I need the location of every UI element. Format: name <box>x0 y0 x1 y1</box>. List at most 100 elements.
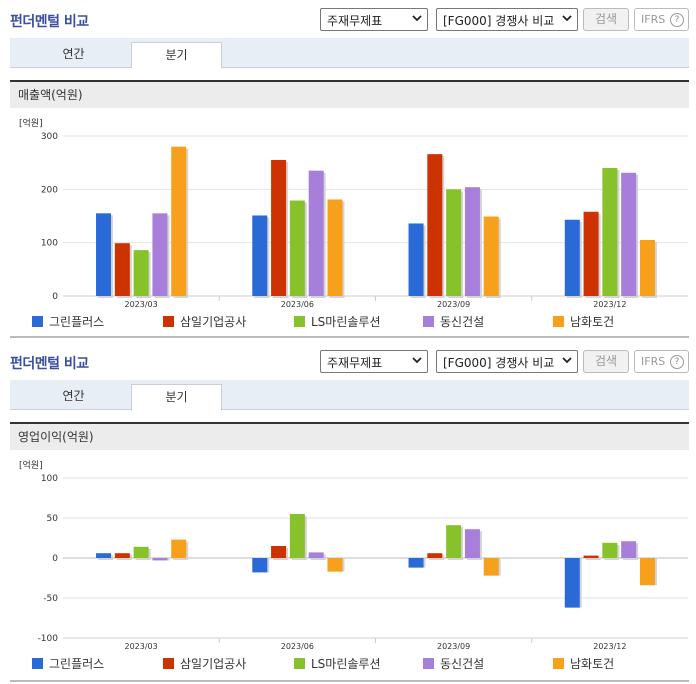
bar[interactable] <box>639 558 655 586</box>
legend-swatch <box>32 316 43 327</box>
legend-swatch <box>294 316 305 327</box>
legend-item[interactable]: 남화토건 <box>553 655 614 672</box>
tab-quarter[interactable]: 분기 <box>131 42 222 69</box>
chevron-down-icon <box>412 357 422 364</box>
legend-item[interactable]: LS마린솔루션 <box>294 313 381 330</box>
sales-legend: 그린플러스 삼일기업공사 LS마린솔루션 동신건설 남화토건 <box>10 309 689 333</box>
fundamental-panel-sales: 펀더멘털 비교 주재무제표 [FG000] 경쟁사 비교 검색 IFRS ? 연… <box>0 0 696 340</box>
legend-swatch <box>163 316 174 327</box>
tab-quarter[interactable]: 분기 <box>131 384 222 411</box>
x-tick-label: 2023/12 <box>593 300 626 308</box>
legend-swatch <box>32 658 43 669</box>
legend-item[interactable]: 남화토건 <box>553 313 614 330</box>
bar[interactable] <box>583 555 599 558</box>
bar[interactable] <box>171 146 187 296</box>
legend-label: 삼일기업공사 <box>180 657 247 671</box>
x-tick-label: 2023/06 <box>281 300 314 308</box>
bar[interactable] <box>114 553 130 558</box>
bar[interactable] <box>621 172 637 296</box>
tab-annual[interactable]: 연간 <box>62 389 85 403</box>
legend-item[interactable]: 삼일기업공사 <box>163 313 246 330</box>
operating-income-chart-svg: [억원] -100 -50 0 50 100 2023/03 2023/06 2023/09 20… <box>19 459 688 650</box>
bar[interactable] <box>327 199 343 296</box>
bar[interactable] <box>308 170 324 296</box>
bar[interactable] <box>464 187 480 296</box>
bar[interactable] <box>133 250 149 296</box>
tab-annual[interactable]: 연간 <box>62 47 85 61</box>
y-tick-label: 300 <box>41 132 58 142</box>
legend-label: LS마린솔루션 <box>311 315 381 329</box>
compare-select[interactable]: [FG000] 경쟁사 비교 <box>436 350 578 373</box>
y-unit-label: [억원] <box>19 459 43 471</box>
statement-select[interactable]: 주재무제표 <box>320 8 428 31</box>
bar[interactable] <box>602 168 618 296</box>
bar[interactable] <box>446 525 462 558</box>
legend-label: 삼일기업공사 <box>180 315 247 329</box>
search-button[interactable]: 검색 <box>583 350 629 373</box>
period-tabs: 연간 분기 <box>10 380 689 411</box>
help-icon[interactable]: ? <box>670 13 684 27</box>
bar[interactable] <box>427 154 443 296</box>
ifrs-button[interactable]: IFRS ? <box>634 350 689 373</box>
legend-item[interactable]: 그린플러스 <box>32 313 104 330</box>
legend-label: 동신건설 <box>440 315 485 329</box>
x-tick-label: 2023/06 <box>281 642 314 650</box>
bar[interactable] <box>96 553 112 558</box>
bar[interactable] <box>483 216 499 296</box>
search-button[interactable]: 검색 <box>583 8 629 31</box>
bar[interactable] <box>583 211 599 296</box>
bar[interactable] <box>96 213 112 296</box>
y-unit-label: [억원] <box>19 117 43 129</box>
bar[interactable] <box>133 546 149 558</box>
statement-select-value: 주재무제표 <box>327 14 383 28</box>
y-tick-label: -50 <box>43 594 58 604</box>
bar[interactable] <box>152 558 168 561</box>
bar[interactable] <box>621 541 637 558</box>
chevron-down-icon <box>562 357 572 364</box>
bar[interactable] <box>446 189 462 296</box>
help-icon[interactable]: ? <box>670 355 684 369</box>
legend-item[interactable]: LS마린솔루션 <box>294 655 381 672</box>
bar[interactable] <box>427 553 443 558</box>
bar[interactable] <box>114 243 130 296</box>
legend-item[interactable]: 삼일기업공사 <box>163 655 246 672</box>
legend-swatch <box>163 658 174 669</box>
bar[interactable] <box>289 200 305 296</box>
panel-header: 펀더멘털 비교 주재무제표 [FG000] 경쟁사 비교 검색 IFRS ? <box>0 0 696 34</box>
bar[interactable] <box>464 529 480 558</box>
bar[interactable] <box>289 514 305 558</box>
bar[interactable] <box>639 240 655 296</box>
bar[interactable] <box>408 223 424 296</box>
bar[interactable] <box>152 213 168 296</box>
bar[interactable] <box>602 542 618 558</box>
legend-label: 동신건설 <box>440 657 485 671</box>
bar[interactable] <box>408 558 424 568</box>
ifrs-button[interactable]: IFRS ? <box>634 8 689 31</box>
legend-swatch <box>553 316 564 327</box>
x-tick-label: 2023/03 <box>125 300 158 308</box>
x-tick-label: 2023/12 <box>593 642 626 650</box>
legend-item[interactable]: 동신건설 <box>423 655 484 672</box>
bar[interactable] <box>483 558 499 576</box>
bar[interactable] <box>271 160 287 296</box>
bar[interactable] <box>308 552 324 558</box>
legend-swatch <box>423 316 434 327</box>
bar[interactable] <box>564 558 580 608</box>
bar[interactable] <box>564 219 580 296</box>
x-tick-label: 2023/09 <box>437 642 470 650</box>
divider <box>10 336 689 338</box>
x-tick-label: 2023/03 <box>125 642 158 650</box>
legend-item[interactable]: 그린플러스 <box>32 655 104 672</box>
bar[interactable] <box>271 546 287 558</box>
bar[interactable] <box>252 215 268 296</box>
operating-income-chart: [억원] -100 -50 0 50 100 2023/03 2023/06 2023/09 20… <box>10 450 689 650</box>
panel-title: 펀더멘털 비교 <box>10 356 89 372</box>
bar[interactable] <box>171 539 187 558</box>
legend-item[interactable]: 동신건설 <box>423 313 484 330</box>
compare-select[interactable]: [FG000] 경쟁사 비교 <box>436 8 578 31</box>
chevron-down-icon <box>562 15 572 22</box>
bar[interactable] <box>252 558 268 573</box>
legend-label: 그린플러스 <box>49 657 105 671</box>
statement-select[interactable]: 주재무제표 <box>320 350 428 373</box>
bar[interactable] <box>327 558 343 572</box>
